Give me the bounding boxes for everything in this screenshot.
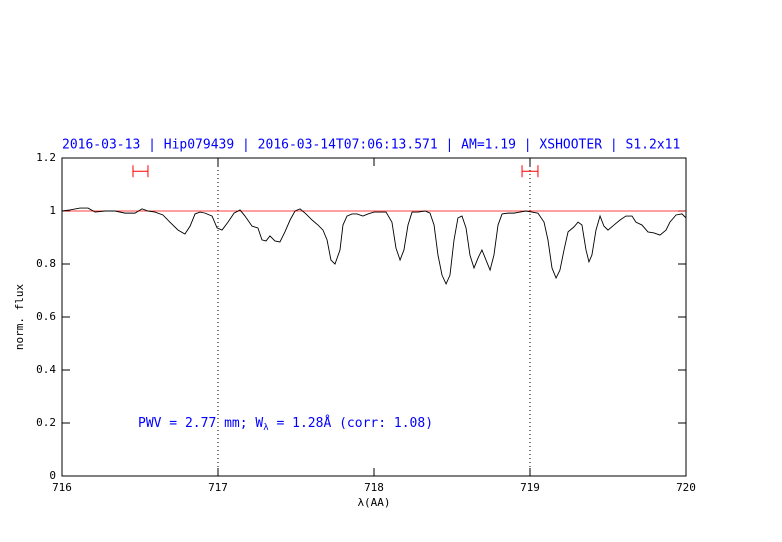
y-tick-label: 0.6	[36, 310, 56, 323]
x-tick-label: 720	[676, 481, 696, 494]
spectrum-line	[61, 207, 687, 285]
x-tick-label: 719	[520, 481, 540, 494]
annotation: PWV = 2.77 mm; Wλ = 1.28Å (corr: 1.08)	[138, 415, 433, 433]
y-axis-label: norm. flux	[13, 284, 26, 351]
y-tick-label: 0.4	[36, 363, 56, 376]
annotation-part: PWV = 2.77 mm; W	[138, 416, 263, 431]
x-tick-label: 716	[52, 481, 72, 494]
x-axis-label: λ(AA)	[357, 496, 390, 509]
annotation-part: λ	[263, 423, 269, 433]
y-tick-label: 0.2	[36, 416, 56, 429]
y-tick-label: 0.8	[36, 257, 56, 270]
x-tick-label: 717	[208, 481, 228, 494]
chart-title: 2016-03-13 | Hip079439 | 2016-03-14T07:0…	[62, 138, 680, 153]
y-tick-label: 0	[49, 469, 56, 482]
x-tick-label: 718	[364, 481, 384, 494]
annotation-part: = 1.28Å (corr: 1.08)	[269, 415, 433, 431]
y-tick-label: 1.2	[36, 151, 56, 164]
y-tick-label: 1	[49, 204, 56, 217]
